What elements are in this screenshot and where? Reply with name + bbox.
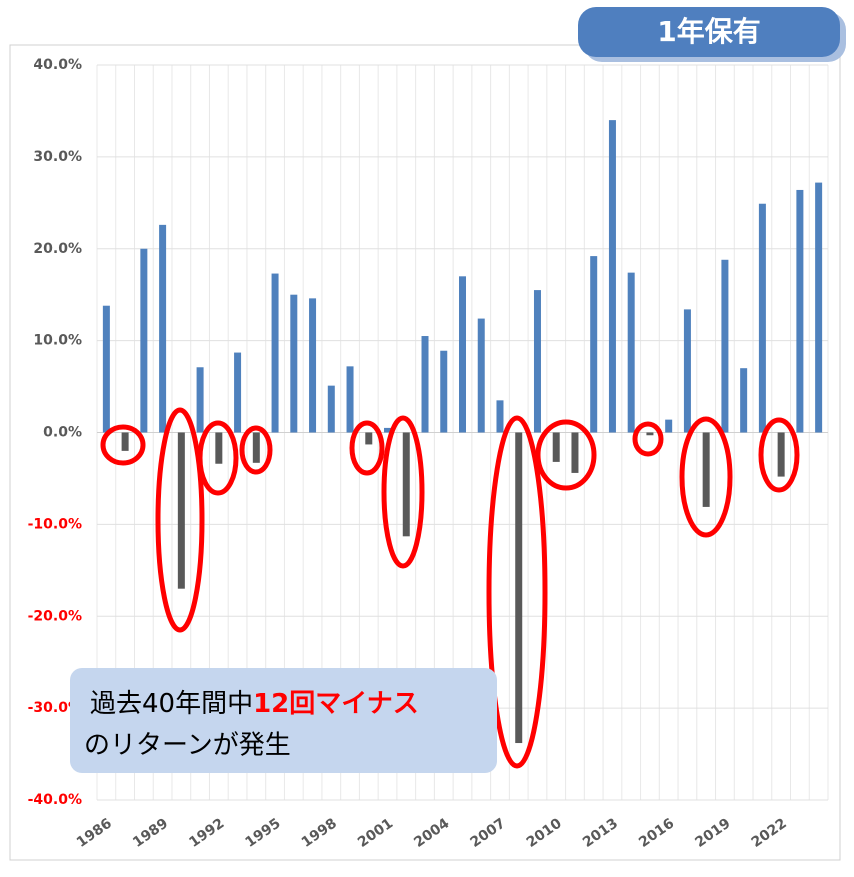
bar: [384, 427, 392, 433]
ring: [155, 407, 205, 633]
bar: [346, 366, 354, 433]
ring: [239, 425, 273, 475]
ring: [632, 421, 664, 457]
bar: [421, 336, 429, 433]
bar: [665, 419, 673, 433]
bar: [758, 203, 766, 433]
bar: [196, 367, 204, 433]
bar: [440, 350, 448, 433]
bar: [702, 432, 710, 507]
y-tick-label: 40.0%: [33, 57, 82, 73]
badge-text: 1年保有: [657, 15, 760, 48]
bar: [796, 189, 804, 433]
annotation-text: 過去40年間中: [90, 689, 253, 719]
bar: [590, 256, 598, 433]
bar: [159, 224, 167, 433]
bar: [683, 309, 691, 433]
y-tick-label: -10.0%: [28, 516, 82, 532]
annotation-line2: のリターンが発生: [84, 731, 291, 761]
bar: [140, 248, 148, 433]
bar: [459, 276, 466, 433]
y-tick-label: -20.0%: [28, 608, 82, 624]
y-tick-label: 20.0%: [33, 241, 82, 257]
bar: [477, 318, 485, 433]
annotation-line1: 過去40年間中12回マイナス: [90, 689, 419, 719]
bar: [515, 432, 523, 744]
bar: [740, 368, 748, 433]
bar: [252, 432, 260, 463]
ring: [486, 415, 548, 769]
bar: [215, 432, 223, 464]
bar: [402, 432, 410, 537]
bar: [815, 182, 823, 433]
bar: [571, 432, 579, 473]
y-tick-label: -30.0%: [28, 700, 82, 716]
bar: [290, 294, 298, 433]
ring: [197, 420, 239, 496]
bar: [365, 432, 373, 445]
y-tick-label: 30.0%: [33, 149, 82, 165]
y-tick-label: 0.0%: [43, 425, 82, 441]
bar: [552, 432, 560, 462]
bar: [627, 272, 635, 433]
bar: [102, 305, 110, 433]
bar: [496, 400, 504, 433]
bar: [608, 120, 616, 433]
annotation-highlight: 12回マイナス: [253, 689, 419, 719]
ring: [535, 419, 597, 491]
bar: [533, 290, 541, 433]
annotation-box: [70, 668, 497, 773]
bar: [121, 432, 129, 451]
ring: [100, 424, 146, 466]
ring: [381, 415, 425, 569]
bar: [271, 273, 279, 433]
bar: [646, 432, 654, 436]
y-tick-label: 10.0%: [33, 333, 82, 349]
bar: [177, 432, 185, 589]
bar: [234, 352, 242, 433]
y-tick-label: -40.0%: [28, 792, 82, 808]
bar: [777, 432, 785, 477]
highlight-rings: [100, 407, 800, 769]
ring: [758, 417, 800, 493]
ring: [349, 420, 385, 476]
bar: [309, 298, 317, 433]
bar: [327, 385, 335, 433]
ring: [679, 416, 733, 538]
bar: [721, 259, 729, 433]
badge: [578, 7, 840, 57]
